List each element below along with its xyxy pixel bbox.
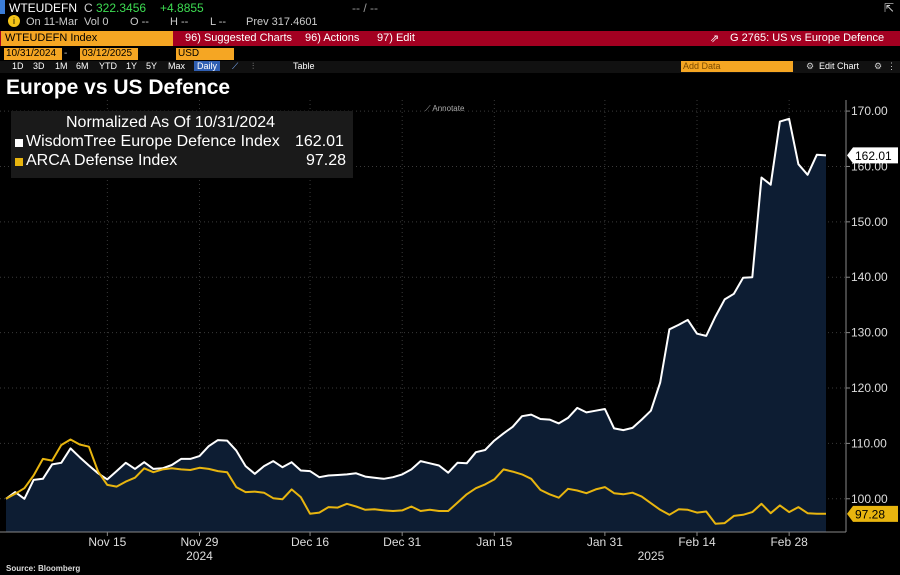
add-data-input[interactable]: Add Data — [681, 61, 793, 72]
pencil-icon: ⟋ — [425, 104, 431, 113]
suggested-charts-button[interactable]: 96) Suggested Charts — [185, 32, 293, 44]
y-tick-label-0: 100.00 — [851, 492, 888, 506]
edit-button[interactable]: 97) Edit — [377, 32, 415, 44]
legend-label-arca: ARCA Defense Index — [26, 152, 178, 169]
last-value-tag-0: 162.01 — [847, 147, 898, 164]
y-tick-label-4: 140.00 — [851, 270, 888, 284]
date-separator: - — [64, 48, 68, 59]
currency-select[interactable]: USD — [176, 48, 234, 60]
legend-value-arca: 97.28 — [306, 152, 347, 169]
arca-defense-line — [5, 438, 827, 525]
legend-label-europe: WisdomTree Europe Defence Index — [26, 133, 280, 150]
year-label-0: 2024 — [186, 549, 213, 563]
x-tick-label-5: Jan 31 — [587, 535, 623, 549]
x-tick-label-6: Feb 14 — [678, 535, 716, 549]
y-tick-label-2: 120.00 — [851, 381, 888, 395]
chart-title: Europe vs US Defence — [6, 76, 231, 99]
legend-swatch-white — [15, 139, 23, 147]
open-value: O -- — [130, 16, 149, 28]
legend-value-europe: 162.01 — [295, 133, 344, 150]
ticker-symbol[interactable]: WTEUDEFN — [9, 1, 77, 15]
range-6m[interactable]: 6M — [76, 61, 89, 71]
x-tick-label-2: Dec 16 — [291, 535, 329, 549]
range-5y[interactable]: 5Y — [146, 61, 158, 71]
annotate-button[interactable]: ⟋ Annotate — [425, 104, 464, 114]
range-3d[interactable]: 3D — [33, 61, 45, 71]
frequency-select[interactable]: Daily — [194, 61, 221, 71]
ticker-marker — [0, 0, 5, 14]
high-value: H -- — [170, 16, 189, 28]
last-price: 322.3456 — [96, 1, 147, 15]
range-max[interactable]: Max — [168, 61, 186, 71]
x-tick-label-1: Nov 29 — [180, 535, 218, 549]
date-info: On 11-Mar — [26, 16, 78, 28]
last-value-tag-bg-0 — [847, 147, 898, 164]
more-icon[interactable]: ⋮ — [887, 61, 896, 71]
edit-chart-button[interactable]: Edit Chart — [819, 61, 860, 71]
y-tick-label-1: 110.00 — [851, 436, 887, 450]
y-tick-label-3: 130.00 — [851, 326, 888, 340]
last-value-tag-label-0: 162.01 — [855, 149, 892, 163]
year-label-1: 2025 — [638, 549, 665, 563]
ticker-row: WTEUDEFN C 322.3456 +4.8855 -- / -- ⇱ — [0, 0, 900, 15]
range-1y[interactable]: 1Y — [126, 61, 138, 71]
toolbar: WTEUDEFN Index 96) Suggested Charts 96) … — [0, 31, 900, 46]
annotate-label: Annotate — [432, 104, 465, 113]
last-value-tag-1: 97.28 — [847, 505, 898, 522]
line-chart-icon[interactable]: ⟋ — [232, 61, 239, 71]
last-value-tag-label-1: 97.28 — [855, 507, 885, 521]
range-ytd[interactable]: YTD — [99, 61, 117, 71]
low-value: L -- — [210, 16, 227, 28]
last-value-tag-bg-1 — [847, 505, 898, 522]
price-label: C — [84, 1, 93, 15]
settings-icon[interactable]: ⚙ — [806, 61, 815, 71]
security-field[interactable]: WTEUDEFN Index — [1, 31, 173, 46]
chart-id[interactable]: G 2765: US vs Europe Defence — [730, 32, 885, 44]
volume: Vol 0 — [84, 16, 109, 28]
range-row: 1D 3D 1M 6M YTD 1Y 5Y Max ⟋ ⫶ Daily Tabl… — [0, 61, 900, 73]
actions-button[interactable]: 96) Actions — [305, 32, 360, 44]
date-row: 10/31/2024 - 03/12/2025 USD — [0, 47, 900, 60]
range-1m[interactable]: 1M — [55, 61, 68, 71]
info-icon[interactable]: i — [8, 15, 20, 27]
gear-icon[interactable]: ⚙ — [874, 61, 883, 71]
x-tick-label-0: Nov 15 — [88, 535, 126, 549]
x-tick-label-7: Feb 28 — [770, 535, 808, 549]
y-tick-label-5: 150.00 — [851, 215, 888, 229]
security-name: WTEUDEFN Index — [5, 32, 98, 44]
source-note: Source: Bloomberg — [6, 564, 81, 573]
y-tick-label-7: 170.00 — [851, 104, 888, 118]
x-tick-label-3: Dec 31 — [383, 535, 421, 549]
table-button[interactable]: Table — [293, 61, 315, 71]
start-date-input[interactable]: 10/31/2024 — [4, 48, 62, 60]
price-change: +4.8855 — [160, 1, 204, 15]
europe-defence-line — [5, 117, 827, 500]
legend-header: Normalized As Of 10/31/2024 — [66, 114, 276, 131]
quote-row: i On 11-Mar Vol 0 O -- H -- L -- Prev 31… — [0, 15, 900, 31]
end-date-input[interactable]: 03/12/2025 — [80, 48, 138, 60]
external-link-icon[interactable]: ⇗ — [710, 33, 720, 45]
x-tick-label-4: Jan 15 — [476, 535, 512, 549]
bid-ask: -- / -- — [352, 1, 378, 15]
europe-area — [6, 118, 826, 533]
range-1d[interactable]: 1D — [12, 61, 24, 71]
popout-icon[interactable]: ⇱ — [884, 1, 895, 15]
legend-box: Normalized As Of 10/31/2024 WisdomTree E… — [11, 111, 353, 178]
legend-swatch-yellow — [15, 158, 23, 166]
candle-icon[interactable]: ⫶ — [252, 61, 255, 71]
prev-value: Prev 317.4601 — [246, 16, 318, 28]
